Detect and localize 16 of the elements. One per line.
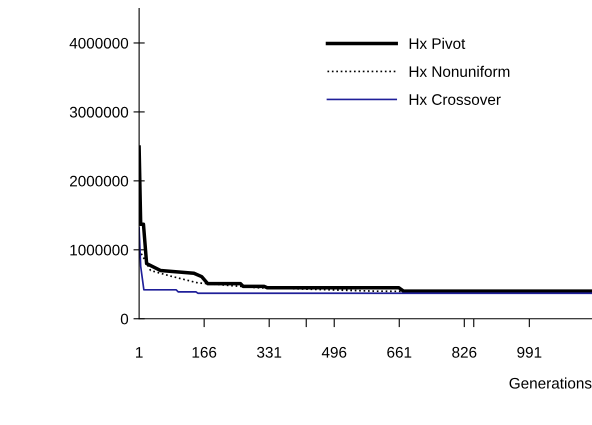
legend-label: Hx Crossover — [410, 94, 501, 105]
x-axis-title: Generations — [510, 377, 592, 389]
x-tick-label: 331 — [257, 346, 282, 358]
y-tick-label: 0 — [120, 314, 128, 324]
x-tick-label: 1 — [136, 347, 143, 358]
x-tick-label: 826 — [452, 346, 476, 358]
legend-label: Hx Pivot — [410, 38, 466, 49]
x-tick-label: 991 — [517, 346, 542, 358]
x-tick-label: 496 — [322, 346, 346, 358]
x-tick-label: 166 — [192, 346, 216, 358]
legend-label: Hx Nonuniform — [410, 66, 510, 77]
y-tick-label: 3000000 — [70, 106, 128, 118]
x-tick-label: 661 — [387, 346, 412, 358]
y-tick-label: 2000000 — [70, 176, 128, 187]
y-tick-label: 4000000 — [70, 38, 128, 49]
y-tick-label: 1000000 — [70, 244, 128, 256]
